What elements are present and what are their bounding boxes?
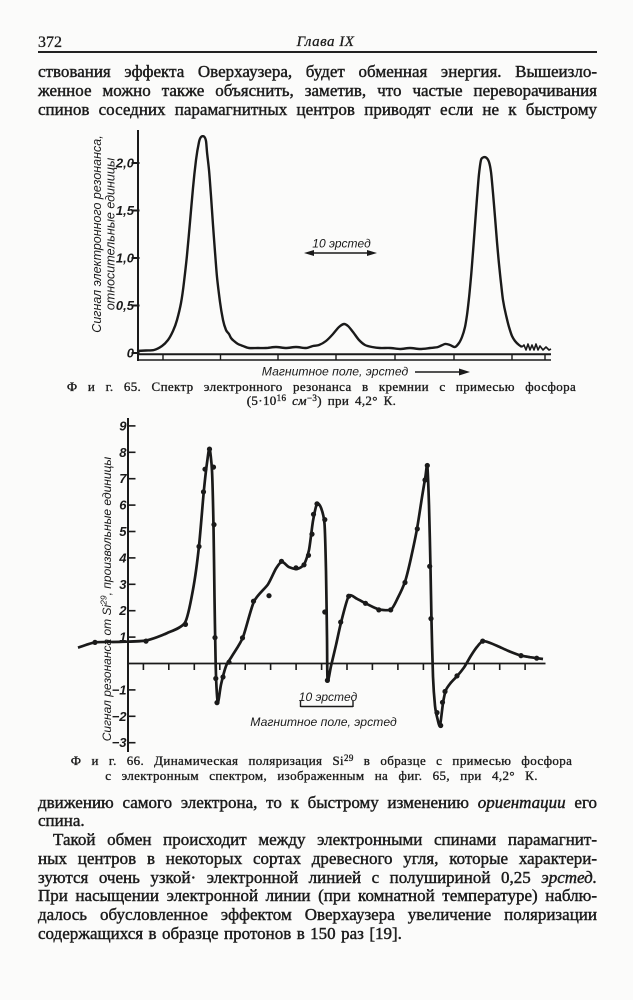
svg-text:1,0: 1,0	[116, 251, 135, 266]
svg-text:4: 4	[118, 550, 127, 565]
svg-text:10 эрстед: 10 эрстед	[312, 237, 371, 251]
svg-text:10 эрстед: 10 эрстед	[299, 690, 358, 704]
svg-text:Сигнал резонанса от Si29, прои: Сигнал резонанса от Si29, произвольные е…	[99, 457, 115, 742]
svg-text:6: 6	[119, 498, 127, 513]
svg-text:2: 2	[118, 603, 127, 618]
svg-text:7: 7	[119, 471, 127, 486]
svg-text:−1: −1	[112, 682, 127, 697]
svg-text:−2: −2	[112, 709, 128, 724]
svg-text:−3: −3	[112, 735, 128, 750]
svg-text:3: 3	[119, 577, 127, 592]
svg-text:9: 9	[119, 418, 127, 433]
svg-text:относительные единицы: относительные единицы	[104, 158, 118, 310]
svg-text:1: 1	[119, 630, 126, 645]
svg-text:1,5: 1,5	[116, 203, 135, 218]
svg-text:0,5: 0,5	[116, 298, 135, 313]
svg-text:Магнитное поле, эрстед: Магнитное поле, эрстед	[262, 365, 409, 379]
svg-text:2,0: 2,0	[115, 156, 135, 171]
svg-text:Магнитное поле, эрстед: Магнитное поле, эрстед	[250, 715, 397, 729]
svg-text:5: 5	[119, 524, 127, 539]
svg-text:Сигнал электронного резонанса,: Сигнал электронного резонанса,	[90, 135, 104, 332]
svg-text:8: 8	[119, 445, 127, 460]
svg-text:0: 0	[127, 346, 135, 361]
